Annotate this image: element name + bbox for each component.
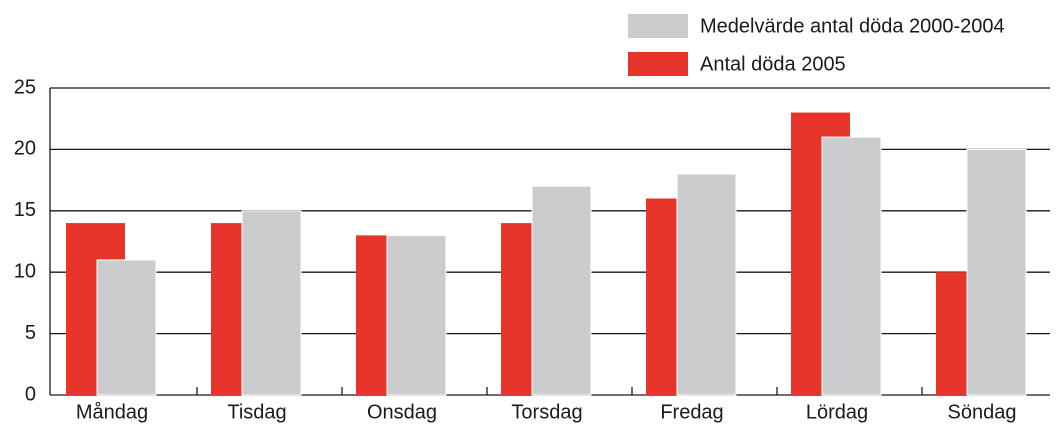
legend-swatch xyxy=(628,52,688,76)
y-tick-label: 10 xyxy=(14,260,36,282)
bar xyxy=(676,173,737,396)
bar xyxy=(241,210,302,396)
y-tick-label: 20 xyxy=(14,138,36,160)
bar xyxy=(531,185,592,396)
x-tick-label: Fredag xyxy=(660,401,723,423)
legend-label: Medelvärde antal döda 2000-2004 xyxy=(700,15,1005,37)
bar xyxy=(966,148,1027,396)
y-tick-label: 0 xyxy=(25,383,36,405)
x-tick-label: Söndag xyxy=(948,401,1017,423)
legend-swatch xyxy=(628,14,688,38)
x-tick-label: Måndag xyxy=(76,401,148,423)
bar xyxy=(821,136,882,396)
x-tick-label: Tisdag xyxy=(227,401,286,423)
legend-label: Antal döda 2005 xyxy=(700,53,846,75)
bar xyxy=(386,234,447,396)
y-tick-label: 15 xyxy=(14,199,36,221)
x-tick-label: Torsdag xyxy=(511,401,582,423)
x-tick-label: Onsdag xyxy=(367,401,437,423)
y-tick-label: 25 xyxy=(14,76,36,98)
y-tick-label: 5 xyxy=(25,322,36,344)
bar xyxy=(96,259,157,396)
x-tick-label: Lördag xyxy=(806,401,868,423)
